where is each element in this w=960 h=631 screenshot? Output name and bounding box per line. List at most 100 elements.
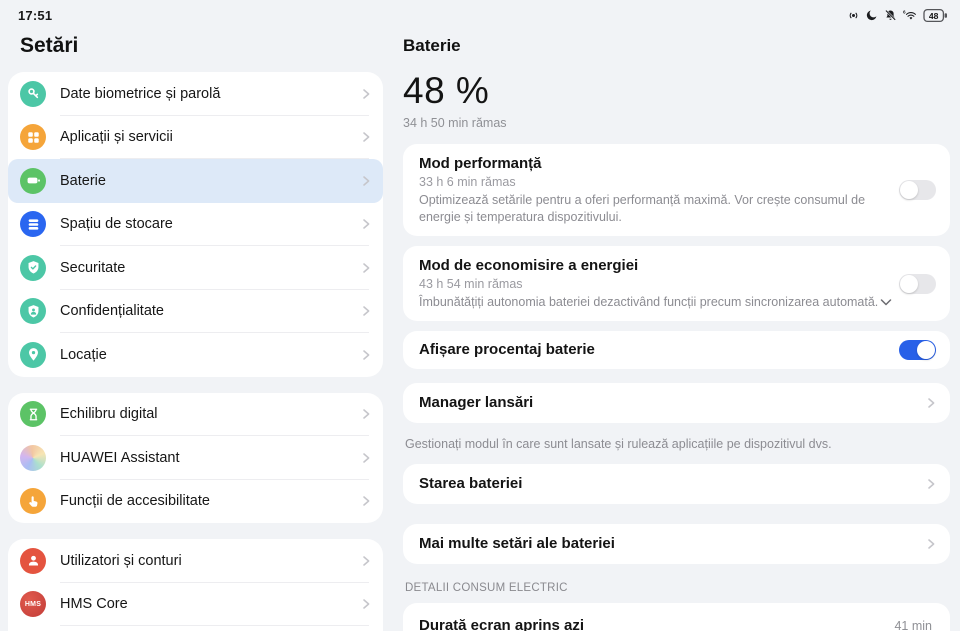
moon-icon xyxy=(865,8,879,22)
setting-card: Mod de economisire a energiei 43 h 54 min… xyxy=(403,246,950,321)
battery-panel: Baterie 48 % 34 h 50 min rămas Mod perfo… xyxy=(383,28,960,631)
setting-description: Îmbunătățiți autonomia bateriei dezactiv… xyxy=(419,295,879,309)
setting-row-starea-bateriei[interactable]: Starea bateriei xyxy=(403,464,950,504)
battery-hero: 48 % 34 h 50 min rămas xyxy=(403,69,950,132)
sidebar-item-label: Funcții de accesibilitate xyxy=(60,493,210,510)
setting-title: Starea bateriei xyxy=(419,475,523,492)
toggle-switch[interactable] xyxy=(899,340,936,360)
sidebar-item-hms-core[interactable]: HMS HMS Core xyxy=(8,583,383,627)
sidebar-item-echilibru-digital[interactable]: Echilibru digital xyxy=(8,393,383,437)
svg-text:6: 6 xyxy=(903,9,906,14)
toggle-knob xyxy=(900,274,918,293)
sidebar-item-label: HMS Core xyxy=(60,596,128,613)
battery-icon xyxy=(20,167,46,194)
sidebar-group: Echilibru digital HUAWEI Assistant Funcții… xyxy=(8,392,383,524)
sidebar-item-aplica-ii-i-servicii[interactable]: Aplicații și servicii xyxy=(8,116,383,160)
toggle-knob xyxy=(917,341,935,359)
setting-title: Mod de economisire a energiei xyxy=(419,257,639,274)
chevron-right-icon xyxy=(924,477,938,491)
panel-title: Baterie xyxy=(403,36,461,55)
setting-value: 41 min xyxy=(894,619,932,631)
accessibility-hand-icon xyxy=(20,488,46,515)
sidebar-item-label: Baterie xyxy=(60,172,106,189)
sidebar-item-label: Securitate xyxy=(60,259,126,276)
sidebar-item-label: Confidențialitate xyxy=(60,303,164,320)
chevron-right-icon xyxy=(359,304,373,318)
toggle-switch[interactable] xyxy=(899,180,936,200)
setting-description: Optimizează setările pentru a oferi perf… xyxy=(419,193,866,224)
chevron-right-icon xyxy=(359,87,373,101)
chevron-right-icon xyxy=(359,348,373,362)
setting-title: Mai multe setări ale bateriei xyxy=(419,535,615,552)
toggle-switch[interactable] xyxy=(899,273,936,294)
user-icon xyxy=(20,547,46,574)
chevron-right-icon xyxy=(359,494,373,508)
status-icons: 6 48 xyxy=(846,8,948,23)
sidebar-item-label: Aplicații și servicii xyxy=(60,129,173,146)
battery-percent: 48 % xyxy=(403,70,490,111)
page-title: Setări xyxy=(20,34,79,57)
setting-card: Afișare procentaj baterie xyxy=(403,331,950,369)
sidebar-item-label: Spațiu de stocare xyxy=(60,216,173,233)
chevron-right-icon xyxy=(359,217,373,231)
sidebar-item-utilizatori-i-conturi[interactable]: Utilizatori și conturi xyxy=(8,539,383,583)
toggle-knob xyxy=(900,181,918,199)
chevron-down-icon[interactable] xyxy=(878,294,894,310)
sidebar-item-label: Utilizatori și conturi xyxy=(60,552,182,569)
sidebar-item-baterie[interactable]: Baterie xyxy=(8,159,383,203)
chevron-right-icon xyxy=(359,261,373,275)
hourglass-icon xyxy=(20,401,46,428)
hms-icon: HMS xyxy=(20,591,46,618)
setting-row-mai-multe-set-ri-ale-bateriei[interactable]: Mai multe setări ale bateriei xyxy=(403,524,950,564)
settings-window: Setări Date biometrice și parolă Aplicați… xyxy=(0,28,960,631)
sidebar-group: Utilizatori și conturi HMS HMS Core xyxy=(8,539,383,631)
setting-row-durat-ecran-aprins-azi[interactable]: Durată ecran aprins azi 41 min xyxy=(403,603,950,631)
chevron-right-icon xyxy=(359,407,373,421)
location-pin-icon xyxy=(20,341,46,368)
section-header: DETALII CONSUM ELECTRIC xyxy=(405,582,568,594)
sidebar-item-loca-ie[interactable]: Locație xyxy=(8,333,383,377)
setting-caption: Gestionați modul în care sunt lansate și… xyxy=(405,437,832,451)
sidebar-item-label: Locație xyxy=(60,346,107,363)
chevron-right-icon xyxy=(924,537,938,551)
setting-subtitle: 33 h 6 min rămas xyxy=(419,175,516,189)
sidebar-group: Date biometrice și parolă Aplicații și se… xyxy=(8,72,383,377)
sidebar-item-huawei-assistant[interactable]: HUAWEI Assistant xyxy=(8,436,383,480)
sidebar-item-func-ii-de-accesibilitate[interactable]: Funcții de accesibilitate xyxy=(8,480,383,524)
sidebar-item-securitate[interactable]: Securitate xyxy=(8,246,383,290)
clock: 17:51 xyxy=(18,7,53,23)
shield-check-icon xyxy=(20,254,46,281)
settings-sidebar: Setări Date biometrice și parolă Aplicați… xyxy=(8,28,383,631)
setting-card: Mod performanță 33 h 6 min rămas Optimizea… xyxy=(403,144,950,236)
sidebar-item-label: Date biometrice și parolă xyxy=(60,85,221,102)
sidebar-item-label: Echilibru digital xyxy=(60,406,158,423)
setting-title: Afișare procentaj baterie xyxy=(419,341,595,358)
vibrate-icon xyxy=(846,8,861,23)
sidebar-item-confiden-ialitate[interactable]: Confidențialitate xyxy=(8,290,383,334)
chevron-right-icon xyxy=(359,130,373,144)
sidebar-item-spa-iu-de-stocare[interactable]: Spațiu de stocare xyxy=(8,203,383,247)
chevron-right-icon xyxy=(359,451,373,465)
assistant-icon xyxy=(20,444,46,471)
battery-remaining: 34 h 50 min rămas xyxy=(403,116,507,130)
shield-person-icon xyxy=(20,298,46,325)
chevron-right-icon xyxy=(924,396,938,410)
setting-title: Manager lansări xyxy=(419,394,534,411)
storage-icon xyxy=(20,211,46,238)
setting-title: Mod performanță xyxy=(419,155,542,172)
chevron-right-icon xyxy=(359,554,373,568)
status-bar: 17:51 6 48 xyxy=(0,0,960,28)
setting-subtitle: 43 h 54 min rămas xyxy=(419,277,523,291)
sidebar-item-date-biometrice-i-parol-[interactable]: Date biometrice și parolă xyxy=(8,72,383,116)
sidebar-item-label: HUAWEI Assistant xyxy=(60,449,180,466)
battery-status-icon: 48 xyxy=(923,8,948,23)
bell-off-icon xyxy=(883,8,898,23)
svg-text:48: 48 xyxy=(929,10,939,20)
apps-grid-icon xyxy=(20,124,46,151)
chevron-right-icon xyxy=(359,597,373,611)
chevron-right-icon xyxy=(359,174,373,188)
setting-title: Durată ecran aprins azi xyxy=(419,617,585,631)
wifi6-icon: 6 xyxy=(902,8,919,23)
key-icon xyxy=(20,80,46,107)
setting-row-manager-lans-ri[interactable]: Manager lansări xyxy=(403,383,950,423)
